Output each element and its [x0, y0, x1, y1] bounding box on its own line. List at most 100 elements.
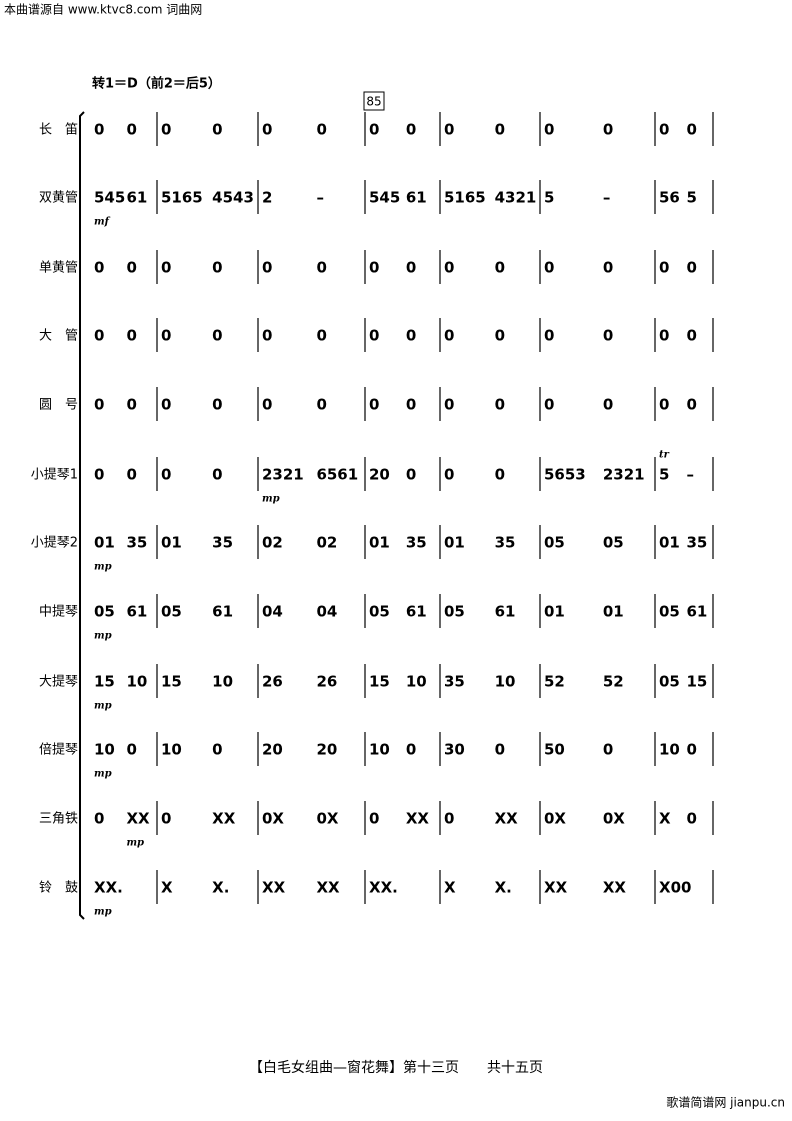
note-group: 26: [316, 673, 337, 691]
note-group: 52: [603, 673, 624, 691]
note-group: –: [316, 189, 324, 207]
note-group: 35: [126, 534, 147, 552]
note-group: 0: [262, 259, 272, 277]
note-group: 61: [406, 189, 427, 207]
note-group: 10: [406, 673, 427, 691]
note-group: 0: [495, 121, 505, 139]
note-group: 0: [495, 466, 505, 484]
note-group: 0: [495, 259, 505, 277]
note-group: 0: [94, 810, 104, 828]
note-group: 30: [444, 741, 465, 759]
note-group: XX: [212, 810, 236, 828]
note-group: X.: [495, 879, 512, 897]
note-group: 0: [495, 741, 505, 759]
note-group: 0: [687, 259, 697, 277]
note-group: 01: [369, 534, 390, 552]
dynamic: mp: [94, 631, 112, 642]
note-group: 15: [161, 673, 182, 691]
note-group: XX: [316, 879, 340, 897]
note-group: XX.: [369, 879, 398, 897]
note-group: 0: [495, 327, 505, 345]
note-group: 0: [94, 259, 104, 277]
note-group: 10: [94, 741, 115, 759]
note-group: 61: [212, 603, 233, 621]
note-group: 61: [495, 603, 516, 621]
note-group: 0X: [544, 810, 566, 828]
note-group: XX.: [94, 879, 123, 897]
system-bracket: [79, 111, 85, 920]
note-group: 10: [369, 741, 390, 759]
note-group: 35: [687, 534, 708, 552]
note-group: 0: [126, 259, 136, 277]
note-group: 545: [94, 189, 125, 207]
note-group: 0: [495, 396, 505, 414]
instrument-name: 长 笛: [39, 122, 78, 138]
note-group: 0X: [316, 810, 338, 828]
note-group: 0: [126, 741, 136, 759]
note-group: XX: [126, 810, 150, 828]
note-group: 04: [262, 603, 283, 621]
note-group: XX: [544, 879, 568, 897]
note-group: 0: [316, 327, 326, 345]
note-group: 61: [126, 603, 147, 621]
note-group: 0: [687, 121, 697, 139]
note-group: 10: [161, 741, 182, 759]
instrument-name: 圆 号: [39, 398, 78, 413]
note-group: 0: [444, 396, 454, 414]
note-group: 01: [659, 534, 680, 552]
note-group: 02: [262, 534, 283, 552]
note-group: 0: [406, 466, 416, 484]
footer-title: 【白毛女组曲—窗花舞】第十三页 共十五页: [249, 1059, 543, 1076]
dynamic: mp: [262, 494, 280, 505]
note-group: 01: [161, 534, 182, 552]
note-group: 0: [659, 259, 669, 277]
note-group: 01: [544, 603, 565, 621]
note-group: 02: [316, 534, 337, 552]
note-group: 0: [687, 810, 697, 828]
note-group: 0: [406, 121, 416, 139]
instrument-name: 小提琴1: [31, 467, 78, 483]
dynamic: mp: [94, 701, 112, 712]
note-group: 0: [369, 396, 379, 414]
note-group: 0: [444, 121, 454, 139]
note-group: XX: [406, 810, 430, 828]
note-group: 05: [161, 603, 182, 621]
note-group: 2: [262, 189, 272, 207]
note-group: 0: [603, 741, 613, 759]
rehearsal-mark: 85: [366, 95, 381, 109]
note-group: 56: [659, 189, 680, 207]
instrument-name: 三角铁: [39, 812, 78, 827]
note-group: 05: [659, 673, 680, 691]
note-group: 0: [659, 327, 669, 345]
note-group: 26: [262, 673, 283, 691]
note-group: 0: [94, 466, 104, 484]
note-group: 0: [212, 396, 222, 414]
note-group: 0: [161, 121, 171, 139]
note-group: 0: [126, 327, 136, 345]
note-group: 50: [544, 741, 565, 759]
note-group: X: [161, 879, 173, 897]
note-group: 05: [94, 603, 115, 621]
note-group: X: [444, 879, 456, 897]
note-group: 15: [94, 673, 115, 691]
note-group: 0: [444, 327, 454, 345]
note-group: 04: [316, 603, 337, 621]
note-group: XX: [603, 879, 627, 897]
note-group: 10: [495, 673, 516, 691]
note-group: 2321: [603, 466, 645, 484]
note-group: 01: [603, 603, 624, 621]
note-group: 0: [406, 396, 416, 414]
ornament: tr: [659, 450, 670, 461]
note-group: X: [659, 810, 671, 828]
note-group: 0: [369, 810, 379, 828]
note-group: 5: [687, 189, 697, 207]
instrument-name: 大提琴: [39, 674, 78, 690]
note-group: 35: [495, 534, 516, 552]
note-group: 0: [161, 259, 171, 277]
instrument-name: 倍提琴: [39, 742, 78, 758]
note-group: 5: [659, 466, 669, 484]
note-group: 52: [544, 673, 565, 691]
rehearsal-box: [363, 91, 385, 111]
watermark: 歌谱简谱网 jianpu.cn: [666, 1095, 785, 1110]
note-group: 0: [126, 466, 136, 484]
